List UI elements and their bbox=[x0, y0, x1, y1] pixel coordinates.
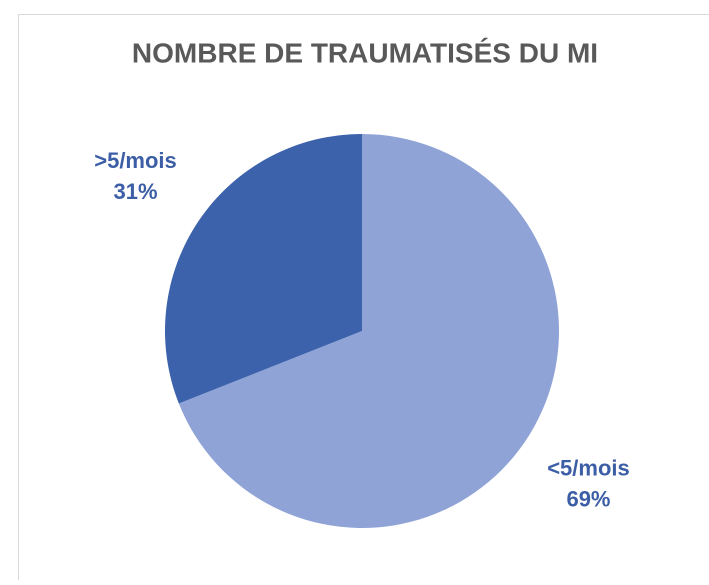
slice-value-label: 31% bbox=[113, 179, 157, 204]
slice-category-label: <5/mois bbox=[547, 456, 630, 481]
chart-title: NOMBRE DE TRAUMATISÉS DU MI bbox=[132, 37, 598, 68]
slice-category-label: >5/mois bbox=[94, 148, 177, 173]
slice-value-label: 69% bbox=[566, 487, 610, 512]
